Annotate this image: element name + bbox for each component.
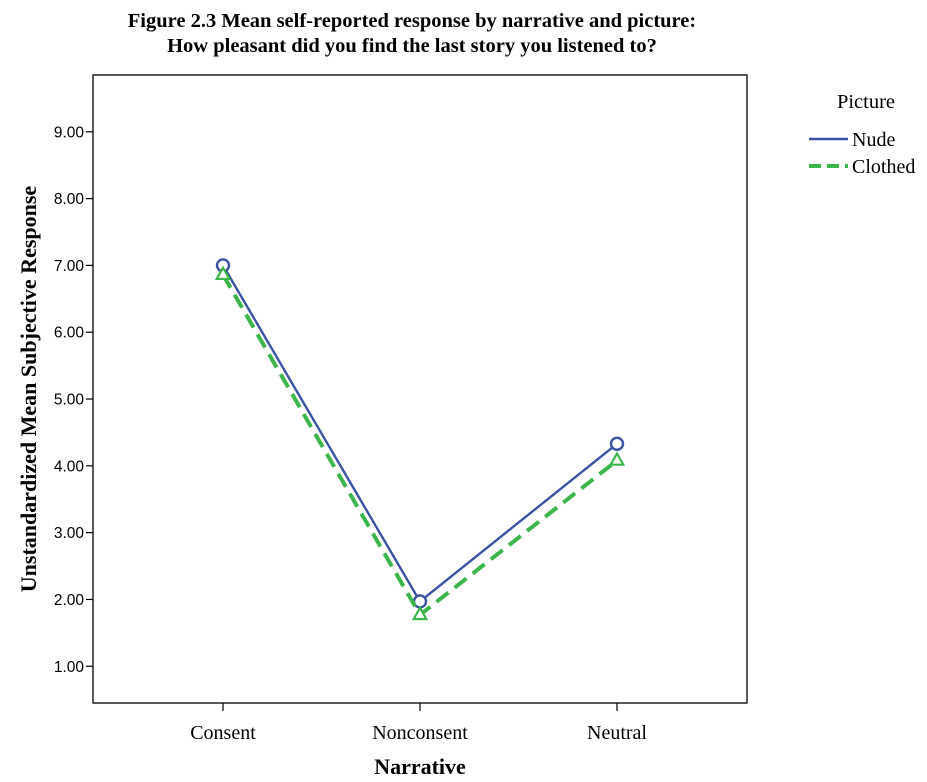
- legend-title: Picture: [837, 91, 895, 113]
- series-line-clothed: [221, 273, 619, 618]
- series-layer: [214, 258, 626, 621]
- legend-label-nude: Nude: [852, 129, 895, 151]
- legend: Picture Nude Clothed: [809, 91, 915, 178]
- data-point-clothed: [214, 265, 232, 281]
- legend-label-clothed: Clothed: [852, 156, 915, 178]
- data-point-clothed: [608, 451, 626, 466]
- y-tick-label: 4.00: [54, 458, 85, 475]
- y-tick-label: 1.00: [54, 659, 85, 676]
- chart-title-line-1: Figure 2.3 Mean self-reported response b…: [128, 10, 696, 32]
- y-tick-label: 6.00: [54, 325, 85, 342]
- y-tick-label: 5.00: [54, 392, 85, 409]
- y-tick-label: 9.00: [54, 124, 85, 141]
- y-axis: 1.00 2.00 3.00 4.00 5.00 6.00 7.00 8.00 9.00: [54, 124, 93, 676]
- y-tick-label: 8.00: [54, 191, 85, 208]
- x-tick-label: Consent: [190, 722, 256, 744]
- x-tick-label: Neutral: [587, 722, 647, 744]
- y-axis-title: Unstandardized Mean Subjective Response: [16, 186, 41, 593]
- x-axis: Consent Nonconsent Neutral: [190, 703, 647, 744]
- x-tick-label: Nonconsent: [372, 722, 468, 744]
- y-tick-label: 2.00: [54, 592, 85, 609]
- series-line-nude: [221, 264, 618, 604]
- chart-title-line-2: How pleasant did you find the last story…: [167, 35, 657, 57]
- y-tick-label: 3.00: [54, 525, 85, 542]
- data-point-nude: [609, 436, 625, 451]
- x-axis-title: Narrative: [374, 754, 466, 779]
- y-tick-label: 7.00: [54, 258, 85, 275]
- data-point-clothed: [411, 605, 429, 621]
